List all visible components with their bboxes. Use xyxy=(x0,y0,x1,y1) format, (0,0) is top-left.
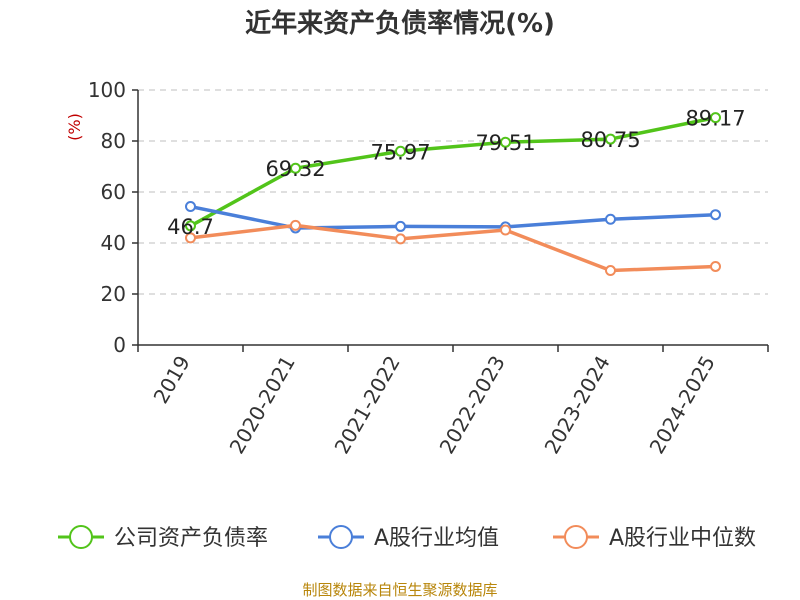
legend-item[interactable]: A股行业均值 xyxy=(318,525,499,551)
series-line-2 xyxy=(188,223,718,273)
legend-item[interactable]: A股行业中位数 xyxy=(553,525,756,551)
data-point[interactable] xyxy=(500,224,511,236)
legend-swatch-marker xyxy=(564,525,588,549)
legend-item[interactable]: 公司资产负债率 xyxy=(58,525,268,551)
legend[interactable]: 公司资产负债率 A股行业均值 A股行业中位数 xyxy=(58,525,756,551)
data-point[interactable] xyxy=(710,260,721,272)
data-label: 75.97 xyxy=(370,140,430,164)
x-tick-label: 2020-2021 xyxy=(225,352,300,458)
chart-title: 近年来资产负债率情况(%) xyxy=(245,8,555,39)
x-tick-label: 2022-2023 xyxy=(435,352,510,458)
legend-label: 公司资产负债率 xyxy=(114,526,268,551)
series-line-0 xyxy=(188,115,718,228)
y-axis-label: (%) xyxy=(65,113,84,141)
data-point[interactable] xyxy=(395,220,406,232)
data-point[interactable] xyxy=(290,162,301,174)
y-tick-label: 100 xyxy=(88,78,126,102)
grid-lines xyxy=(138,89,768,295)
data-label: 80.75 xyxy=(580,128,640,152)
y-tick-label: 60 xyxy=(101,180,126,204)
x-tick-label: 2019 xyxy=(149,352,195,408)
y-tick-label: 40 xyxy=(101,231,126,255)
data-point[interactable] xyxy=(710,209,721,221)
data-label: 79.51 xyxy=(475,131,535,155)
legend-label: A股行业中位数 xyxy=(609,526,756,551)
x-tick-label: 2021-2022 xyxy=(330,352,405,458)
data-point[interactable] xyxy=(290,219,301,231)
data-labels: 46.7 69.32 75.97 79.51 80.75 89.17 xyxy=(167,107,745,239)
series-group xyxy=(185,112,721,277)
series-line-1 xyxy=(188,204,718,230)
legend-label: A股行业均值 xyxy=(374,526,499,551)
data-label: 69.32 xyxy=(265,157,325,181)
legend-swatch-marker xyxy=(329,525,353,549)
x-tick-label: 2023-2024 xyxy=(540,352,615,458)
y-tick-label: 0 xyxy=(113,333,126,357)
legend-swatch-marker xyxy=(69,525,93,549)
data-point[interactable] xyxy=(185,201,196,213)
y-tick-label: 80 xyxy=(101,129,126,153)
data-point[interactable] xyxy=(500,136,511,148)
data-point[interactable] xyxy=(185,220,196,232)
data-point[interactable] xyxy=(395,233,406,245)
data-point[interactable] xyxy=(395,145,406,157)
y-tick-label: 20 xyxy=(101,282,126,306)
data-point[interactable] xyxy=(605,133,616,145)
x-tick-label: 2024-2025 xyxy=(645,352,720,458)
data-point[interactable] xyxy=(605,265,616,277)
data-point[interactable] xyxy=(605,213,616,225)
data-label: 46.7 xyxy=(167,215,214,239)
data-label: 89.17 xyxy=(685,107,745,131)
data-point[interactable] xyxy=(185,232,196,244)
data-point[interactable] xyxy=(710,112,721,124)
source-note: 制图数据来自恒生聚源数据库 xyxy=(302,581,497,599)
